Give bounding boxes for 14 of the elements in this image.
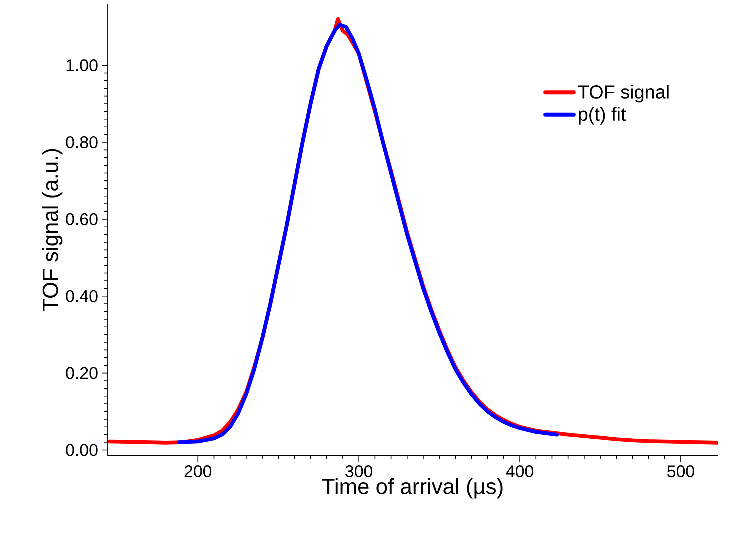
y-tick-label: 0.20 (66, 367, 98, 380)
y-tick-label: 0.40 (66, 290, 98, 302)
x-tick-label: 200 (184, 466, 212, 478)
x-tick-label: 400 (506, 466, 534, 478)
y-tick-label: 0.80 (66, 136, 98, 148)
y-axis-title: TOF signal (a.u.) (42, 149, 63, 312)
x-tick-label: 500 (668, 466, 694, 478)
y-tick-label: 1.00 (66, 60, 98, 72)
x-axis-title: Time of arrival (µs) (322, 478, 503, 499)
x-tick-label: 300 (346, 466, 373, 478)
legend-label: TOF signal (578, 85, 669, 103)
y-tick-label: 0.60 (66, 213, 98, 226)
y-tick-label: 0.00 (66, 444, 98, 456)
legend-label: p(t) fit (579, 107, 626, 125)
